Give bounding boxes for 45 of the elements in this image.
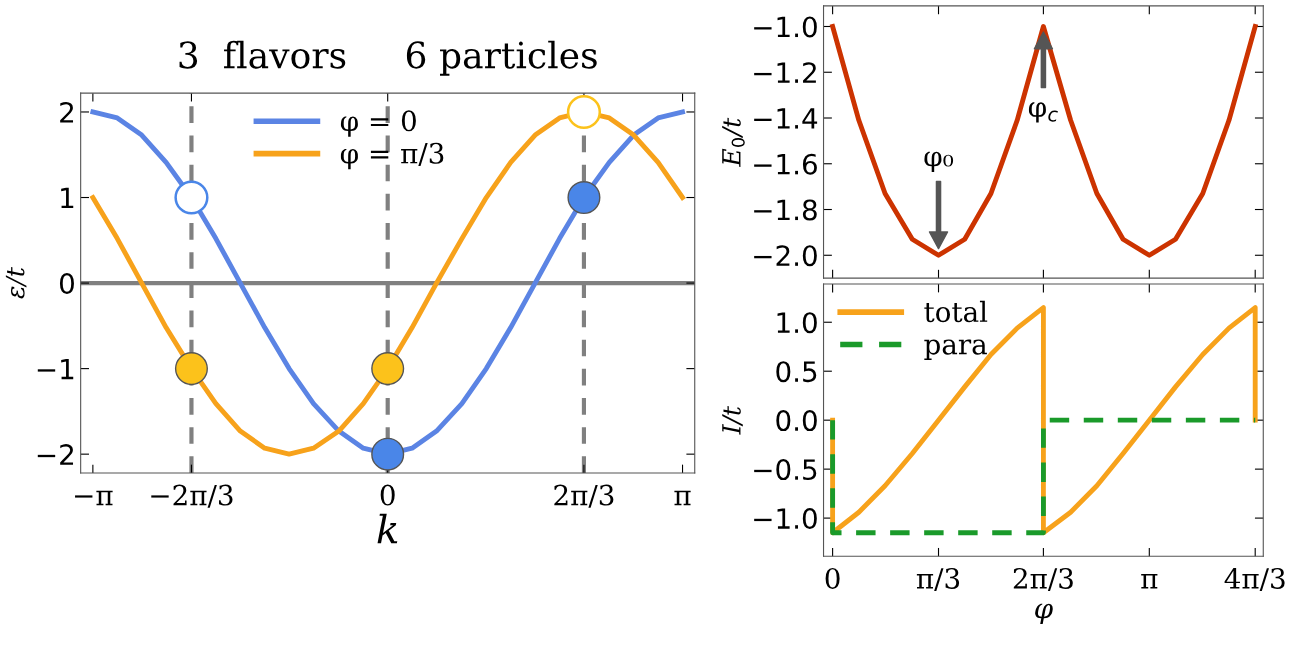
y-tick-label: 1 — [61, 187, 74, 209]
x-tick-label: π — [674, 490, 691, 506]
point — [371, 437, 405, 471]
y-axis-title: ε/t — [5, 267, 27, 299]
y-tick-label: −2.0 — [754, 245, 817, 267]
legend-label: φ = 0 — [340, 110, 416, 137]
x-axis-title: φ — [1035, 603, 1053, 624]
x-tick-label: 2π/3 — [554, 484, 614, 508]
y-tick-label: −1.8 — [754, 199, 817, 221]
y-tick-label: 2 — [60, 101, 74, 123]
y-tick-label: −0.5 — [754, 459, 817, 481]
y-tick-label: −2 — [37, 444, 74, 465]
annotation: φ$_{c}$ — [1028, 102, 1058, 123]
y-tick-label: −1.4 — [754, 108, 818, 129]
point — [566, 94, 602, 130]
y-tick-label: −1.0 — [754, 508, 817, 530]
point — [567, 180, 601, 215]
y-tick-label: 1.0 — [777, 312, 817, 334]
x-tick-label: π — [1141, 574, 1158, 589]
x-tick-label: 4π/3 — [1224, 567, 1285, 592]
point — [174, 352, 208, 386]
point — [371, 352, 405, 386]
legend-label: para — [924, 339, 987, 361]
x-tick-label: 0 — [380, 484, 395, 506]
y-tick-label: −1.2 — [754, 62, 816, 83]
y-axis-title: E$_{0}$/t — [722, 117, 745, 167]
legend-label: total — [924, 300, 988, 323]
line-series — [830, 24, 1258, 258]
y-tick-label: 0.0 — [776, 410, 817, 432]
x-axis-title: k — [377, 513, 398, 544]
x-tick-label: 0 — [825, 567, 840, 589]
x-tick-label: π/3 — [916, 567, 960, 592]
x-tick-label: −2π/3 — [151, 484, 233, 508]
y-tick-label: −1 — [37, 358, 74, 380]
y-tick-label: 0.5 — [776, 361, 817, 383]
chart-title: 3 flavors 6 particles — [179, 40, 597, 76]
y-axis-title: I/t — [722, 405, 743, 435]
x-tick-label: −π — [75, 490, 113, 506]
y-tick-label: 0 — [59, 273, 74, 295]
y-tick-label: −1.6 — [754, 153, 817, 175]
y-tick-label: −1.0 — [754, 16, 817, 38]
x-tick-label: 2π/3 — [1013, 567, 1073, 592]
point — [174, 180, 209, 215]
annotation: φ₀ — [924, 151, 954, 172]
legend-label: φ = π/3 — [340, 142, 444, 170]
